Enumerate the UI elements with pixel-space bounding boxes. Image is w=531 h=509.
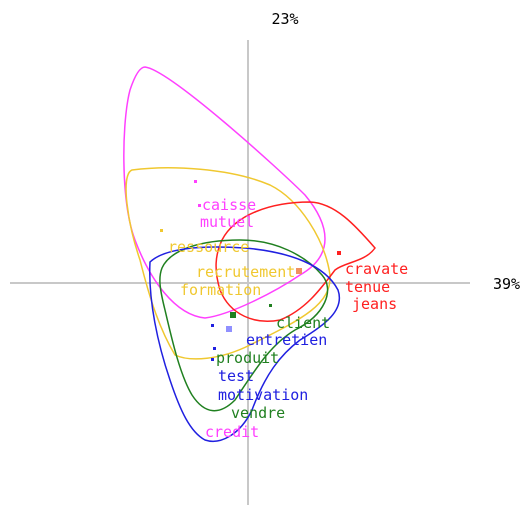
word-label: credit [205,423,259,441]
word-label: vendre [231,404,285,422]
group-curve [215,201,376,322]
word-label: mutuel [200,213,254,231]
word-label: motivation [218,386,308,404]
word-label: entretien [246,331,327,349]
word-label: caisse [202,196,256,214]
word-label: produit [216,349,279,367]
group-curve [123,66,326,319]
word-label: cravate [345,260,408,278]
group-curve [148,246,341,442]
points [160,180,341,361]
word-label: test [218,367,254,385]
word-label: formation [180,281,261,299]
vertical-axis-label: 23% [271,10,298,28]
horizontal-axis-label: 39% [493,275,520,293]
word-label: client [276,314,330,332]
word-label: recrutement [196,263,295,281]
group-curve [125,167,331,360]
word-label: tenue [345,278,390,296]
group-curve [159,239,329,412]
word-label: ressource [168,238,249,256]
word-label: jeans [352,295,397,313]
